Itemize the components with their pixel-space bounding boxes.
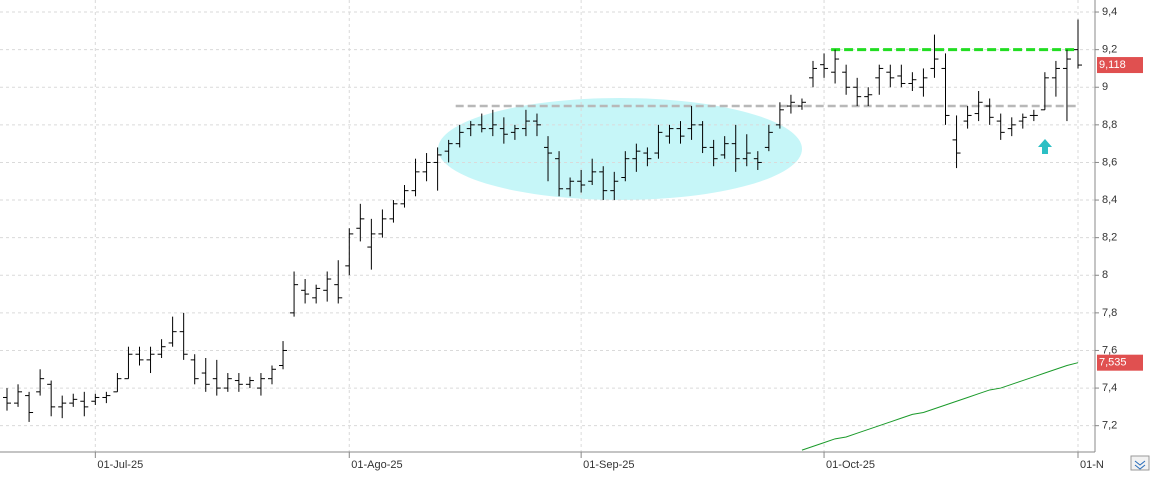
scroll-icon [1134,460,1146,470]
y-tick-label: 9 [1102,81,1108,93]
price-label-box [1097,57,1143,74]
x-tick-label: 01-Oct-25 [826,459,875,471]
y-tick-label: 9,2 [1102,44,1117,56]
scroll-button[interactable] [1130,455,1150,471]
y-tick-label: 7,4 [1102,382,1117,394]
y-tick-label: 7,8 [1102,307,1117,319]
y-tick-label: 8,6 [1102,156,1117,168]
y-tick-label: 9,4 [1102,6,1117,18]
x-tick-label: 01-Jul-25 [97,459,143,471]
price-label: 9,118 [1099,59,1126,71]
y-tick-label: 8 [1102,269,1108,281]
y-tick-label: 8,4 [1102,194,1117,206]
plot-area [0,0,1095,452]
x-tick-label: 01-Sep-25 [583,459,634,471]
x-tick-label: 01-Ago-25 [351,459,402,471]
y-tick-label: 7,6 [1102,344,1117,356]
price-label-box [1097,354,1143,371]
y-tick-label: 8,2 [1102,232,1117,244]
up-arrow [1038,139,1052,154]
y-tick-label: 8,8 [1102,119,1117,131]
x-tick-label: 01-N [1080,459,1104,471]
moving-average-line [801,362,1079,451]
y-tick-label: 7,2 [1102,420,1117,432]
highlight-ellipse [438,98,802,200]
price-label: 7,535 [1099,357,1127,369]
